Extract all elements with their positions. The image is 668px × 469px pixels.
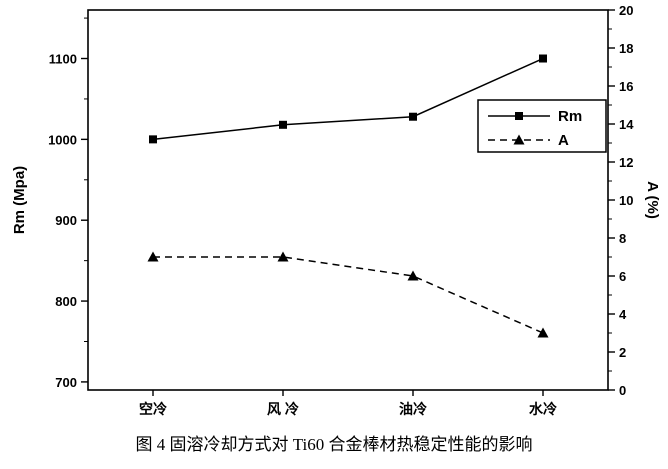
series-a-marker (407, 270, 419, 281)
series-rm-line (152, 57, 544, 141)
series-rm-marker (409, 112, 417, 121)
left-tick-label: 1000 (48, 132, 77, 147)
figure-caption: 图 4 固溶冷却方式对 Ti60 合金棒材热稳定性能的影响 (135, 435, 533, 454)
x-tick-label: 空冷 (139, 401, 167, 417)
legend: Rm A (477, 99, 607, 153)
right-tick-label: 6 (619, 269, 626, 284)
right-tick-label: 4 (619, 307, 627, 322)
right-axis-title: A (%) (644, 181, 661, 219)
left-tick-label: 800 (55, 294, 77, 309)
chart: 700 800 900 1000 1100 0 2 4 6 8 10 12 14 16 18 20 空冷 风 冷 油… (11, 3, 661, 417)
series-a-marker (277, 251, 289, 262)
left-tick-label: 700 (55, 375, 77, 390)
x-tick-label: 水冷 (529, 401, 557, 417)
legend-rm-marker (515, 112, 523, 120)
series-a-marker (147, 251, 159, 262)
legend-box (477, 99, 607, 153)
series-rm-marker (279, 120, 287, 129)
x-axis: 空冷 风 冷 油冷 水冷 (139, 390, 557, 417)
x-tick-label: 油冷 (399, 401, 427, 417)
right-tick-label: 18 (619, 41, 633, 56)
series-a-marker (537, 327, 549, 338)
series-a-line (153, 256, 544, 334)
right-tick-label: 10 (619, 193, 633, 208)
left-axis-title: Rm (Mpa) (11, 166, 28, 234)
left-tick-label: 1100 (49, 52, 77, 67)
right-tick-label: 16 (619, 79, 633, 94)
right-tick-label: 8 (619, 231, 626, 246)
right-tick-label: 2 (619, 345, 626, 360)
right-tick-label: 0 (619, 383, 626, 398)
series-rm-marker (539, 54, 547, 63)
x-tick-label: 风 冷 (267, 401, 299, 417)
right-tick-label: 20 (619, 3, 633, 18)
legend-label-a: A (558, 132, 569, 149)
plot-box (87, 9, 609, 391)
legend-a-marker (513, 134, 525, 145)
chart-area: 700 800 900 1000 1100 0 2 4 6 8 10 12 14 16 18 20 空冷 风 冷 油… (11, 3, 661, 417)
right-axis: 0 2 4 6 8 10 12 14 16 18 20 (608, 3, 634, 398)
right-tick-label: 12 (619, 155, 633, 170)
right-tick-label: 14 (619, 117, 634, 132)
legend-label-rm: Rm (558, 108, 582, 125)
left-axis: 700 800 900 1000 1100 (48, 17, 88, 390)
series-rm-marker (149, 135, 157, 144)
left-tick-label: 900 (55, 213, 77, 228)
